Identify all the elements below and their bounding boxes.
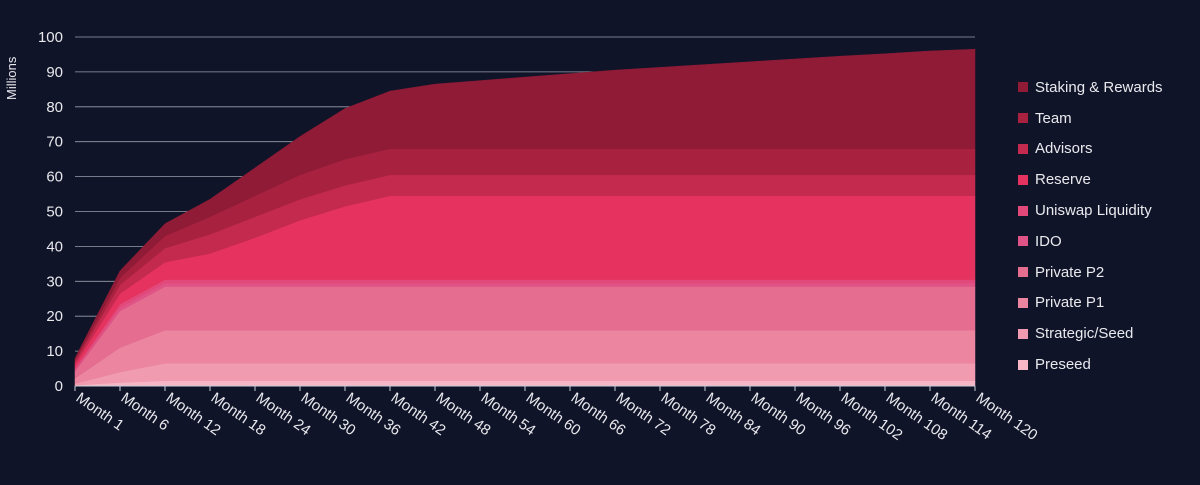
y-tick-label: 70 xyxy=(46,134,63,151)
legend-swatch xyxy=(1018,205,1028,216)
legend-label: Private P2 xyxy=(1035,263,1105,281)
legend-item: Staking & Rewards xyxy=(1018,72,1163,103)
legend-label: Strategic/Seed xyxy=(1035,325,1134,343)
y-tick-label: 50 xyxy=(46,204,63,221)
legend-label: Preseed xyxy=(1035,356,1091,374)
legend-item: Uniswap Liquidity xyxy=(1018,195,1163,226)
legend-item: Team xyxy=(1018,103,1163,134)
legend-item: Private P1 xyxy=(1018,288,1163,319)
y-tick-label: 30 xyxy=(46,273,63,290)
y-tick-label: 40 xyxy=(46,238,63,255)
legend-swatch xyxy=(1018,328,1028,339)
legend-label: Staking & Rewards xyxy=(1035,78,1163,96)
y-tick-label: 10 xyxy=(46,343,63,360)
area-preseed xyxy=(74,380,976,387)
legend-item: Reserve xyxy=(1018,164,1163,195)
y-tick-label: 90 xyxy=(46,64,63,81)
legend-swatch xyxy=(1018,267,1028,278)
legend-item: IDO xyxy=(1018,226,1163,257)
x-tick-label: Month 1 xyxy=(73,389,127,434)
area-staking-rewards xyxy=(74,48,976,360)
y-tick-label: 20 xyxy=(46,308,63,325)
y-axis-label: Millions xyxy=(4,56,19,100)
legend-swatch xyxy=(1018,82,1028,93)
legend-swatch xyxy=(1018,174,1028,185)
y-tick-label: 0 xyxy=(55,378,63,395)
legend-swatch xyxy=(1018,143,1028,154)
legend-label: Team xyxy=(1035,109,1072,127)
legend-item: Advisors xyxy=(1018,134,1163,165)
legend-swatch xyxy=(1018,297,1028,308)
legend-item: Preseed xyxy=(1018,349,1163,380)
legend-label: IDO xyxy=(1035,232,1062,250)
legend-item: Private P2 xyxy=(1018,257,1163,288)
x-tick-label: Month 6 xyxy=(118,389,172,434)
legend-label: Advisors xyxy=(1035,140,1093,158)
legend-item: Strategic/Seed xyxy=(1018,318,1163,349)
area-series xyxy=(74,48,976,387)
legend-swatch xyxy=(1018,113,1028,124)
y-tick-label: 80 xyxy=(46,99,63,116)
legend-label: Reserve xyxy=(1035,171,1091,189)
legend-swatch xyxy=(1018,236,1028,247)
legend-label: Private P1 xyxy=(1035,294,1105,312)
legend-label: Uniswap Liquidity xyxy=(1035,202,1152,220)
y-tick-label: 100 xyxy=(38,29,63,46)
y-tick-label: 60 xyxy=(46,169,63,186)
legend-swatch xyxy=(1018,359,1028,370)
legend: Staking & Rewards Team Advisors Reserve Unis… xyxy=(1018,72,1163,380)
